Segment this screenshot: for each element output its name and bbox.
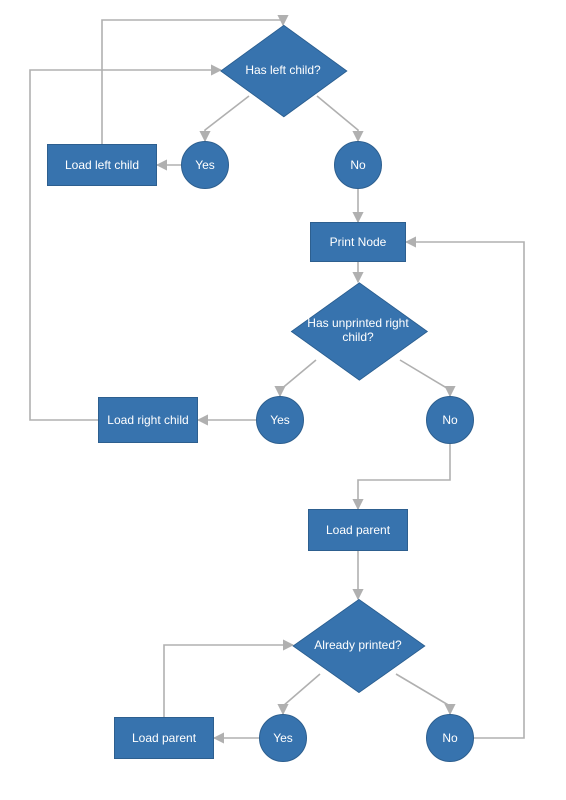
circle-node-c4: No (426, 396, 474, 444)
circle-node-c1: Yes (181, 141, 229, 189)
rect-node-r2: Print Node (310, 222, 406, 262)
flowchart-canvas: Has left child? Yes No Load left child Print… (0, 0, 566, 800)
rect-node-r3: Load right child (98, 397, 198, 443)
diamond-label: Has unprinted right child? (291, 282, 425, 378)
circle-node-c2: No (334, 141, 382, 189)
rect-node-r4: Load parent (308, 509, 408, 551)
circle-node-c5: Yes (259, 714, 307, 762)
rect-node-r5: Load parent (114, 717, 214, 759)
circle-node-c3: Yes (256, 396, 304, 444)
edge (358, 444, 450, 509)
rect-node-r1: Load left child (47, 144, 157, 186)
edge (30, 70, 221, 420)
edge (164, 645, 293, 717)
circle-node-c6: No (426, 714, 474, 762)
diamond-node-d2: Has unprinted right child? (291, 282, 425, 378)
diamond-node-d1: Has left child? (221, 25, 345, 115)
diamond-label: Has left child? (221, 25, 345, 115)
diamond-node-d3: Already printed? (293, 599, 423, 691)
diamond-label: Already printed? (293, 599, 423, 691)
